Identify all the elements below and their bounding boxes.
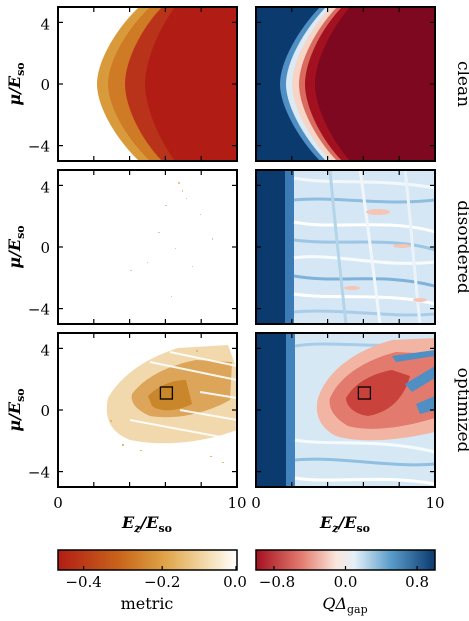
- ytick-label: −4: [28, 301, 50, 319]
- highlight-box-metric: [159, 386, 174, 400]
- colorbar-tick-label: 0.0: [223, 573, 247, 591]
- row-label-clean: clean: [453, 61, 469, 107]
- colorbar-ticks: [82, 566, 418, 570]
- colorbar-metric-label: metric: [121, 594, 174, 613]
- colorbar-tick-label: −0.8: [259, 573, 295, 591]
- x-axis-label: Ez/Eso: [319, 513, 370, 535]
- ytick-label: 0: [40, 402, 50, 420]
- panel-clean-metric: [58, 7, 237, 161]
- colorbar-tick-label: 0.8: [405, 573, 429, 591]
- xtick-label: 0: [53, 494, 63, 512]
- clean-gap-topological-deep: [315, 7, 435, 161]
- ytick-label: 4: [40, 15, 50, 33]
- y-axis-label: μ/Eso: [5, 388, 27, 431]
- axis-ticks: [57, 7, 436, 487]
- optimized-metric-specks: [110, 350, 224, 463]
- xtick-label: 10: [227, 494, 246, 512]
- disordered-metric-specks: [130, 182, 213, 297]
- panel-clean-gap: [256, 7, 435, 161]
- panel-optimized-gap: [256, 333, 435, 487]
- row-label-optimized: optimized: [453, 368, 469, 453]
- colorbar-tick-label: 0.0: [334, 573, 358, 591]
- colorbar-gap-label: QΔgap: [322, 594, 367, 616]
- highlight-box-gap: [357, 386, 372, 400]
- ytick-label: 4: [40, 341, 50, 359]
- ytick-label: −4: [28, 464, 50, 482]
- optimized-gap-topological-deep: [346, 370, 410, 416]
- colorbar-tick-label: −0.4: [65, 573, 101, 591]
- disordered-gap-red-patches: [344, 209, 427, 302]
- y-axis-label: μ/Eso: [5, 225, 27, 268]
- optimized-metric-region-deep: [148, 380, 192, 411]
- ytick-label: −4: [28, 138, 50, 156]
- panel-disordered-metric: [58, 170, 237, 324]
- clean-metric-region-deep: [145, 7, 237, 161]
- xtick-label: 10: [425, 494, 444, 512]
- optimized-gap-streaks: [294, 340, 435, 486]
- optimized-metric-streaks: [129, 351, 237, 441]
- colorbar-metric: [57, 549, 238, 571]
- row-label-disordered: disordered: [453, 200, 469, 294]
- x-axis-label: Ez/Eso: [121, 513, 172, 535]
- panel-disordered-gap: [256, 170, 435, 324]
- ytick-label: 0: [40, 239, 50, 257]
- colorbar-tick-label: −0.2: [144, 573, 180, 591]
- ytick-label: 0: [40, 76, 50, 94]
- y-axis-label: μ/Eso: [5, 62, 27, 105]
- xtick-label: 0: [251, 494, 261, 512]
- ytick-label: 4: [40, 178, 50, 196]
- panel-optimized-metric: [58, 333, 237, 487]
